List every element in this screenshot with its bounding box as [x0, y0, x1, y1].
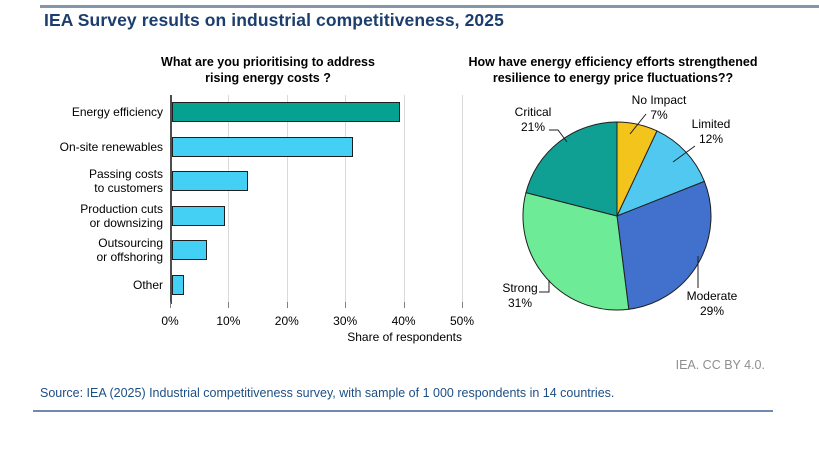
category-label: Energy efficiency [71, 105, 163, 120]
source-note: Source: IEA (2025) Industrial competitiv… [40, 386, 615, 400]
top-rule [40, 5, 819, 8]
page-title: IEA Survey results on industrial competi… [44, 10, 504, 30]
axis-tick [228, 302, 230, 308]
leader-line [629, 113, 647, 135]
tick-label: 50% [449, 314, 475, 328]
tick-label: 30% [333, 314, 358, 328]
pie-slice-critical [525, 121, 618, 217]
gridline [462, 95, 463, 302]
tick-label: 40% [391, 314, 416, 328]
pie-slice-label: Limited 12% [691, 117, 731, 146]
pie-slice-label: Moderate 29% [686, 289, 738, 318]
bar-chart-title: What are you prioritising to address ris… [161, 55, 375, 85]
gridline [286, 95, 288, 302]
pie-chart [522, 113, 712, 311]
gridline [403, 95, 405, 302]
axis-tick [403, 302, 405, 308]
category-label: On-site renewables [59, 139, 163, 154]
pie-slice-label: Strong 31% [502, 281, 538, 310]
category-label: Other [132, 277, 163, 292]
tick-label: 0% [161, 314, 179, 328]
tick-label: 20% [274, 314, 299, 328]
gridline [228, 95, 230, 302]
axis-tick [345, 302, 347, 308]
leader-line [539, 280, 550, 293]
x-axis-label: Share of respondents [347, 330, 462, 344]
gridline [345, 95, 347, 302]
pie-chart-title: How have energy efficiency efforts stren… [468, 55, 758, 85]
pie-slice-label: Critical 21% [514, 105, 552, 134]
bottom-rule [33, 410, 773, 412]
category-label: Production cuts or downsizing [80, 201, 163, 230]
bar-chart-plot-area [170, 95, 463, 308]
leader-line [672, 145, 696, 163]
leader-line [549, 129, 568, 143]
bar-production-cuts [172, 205, 225, 226]
axis-tick [170, 302, 171, 308]
category-label: Passing costs to customers [88, 167, 163, 196]
axis-tick [286, 302, 288, 308]
tick-label: 10% [216, 314, 241, 328]
category-label: Outsourcing or offshoring [96, 236, 164, 265]
bar-energy-efficiency [172, 102, 400, 123]
bar-on-site-renewables [172, 136, 354, 157]
pie-slice-limited [616, 130, 706, 217]
bar-outsourcing [172, 240, 208, 261]
axis-tick [462, 302, 463, 308]
y-axis-line [170, 95, 172, 304]
pie-slice-label: No Impact 7% [631, 93, 687, 122]
license-attribution: IEA. CC BY 4.0. [675, 358, 765, 372]
bar-passing-costs [172, 171, 248, 192]
bar-other [172, 274, 184, 295]
